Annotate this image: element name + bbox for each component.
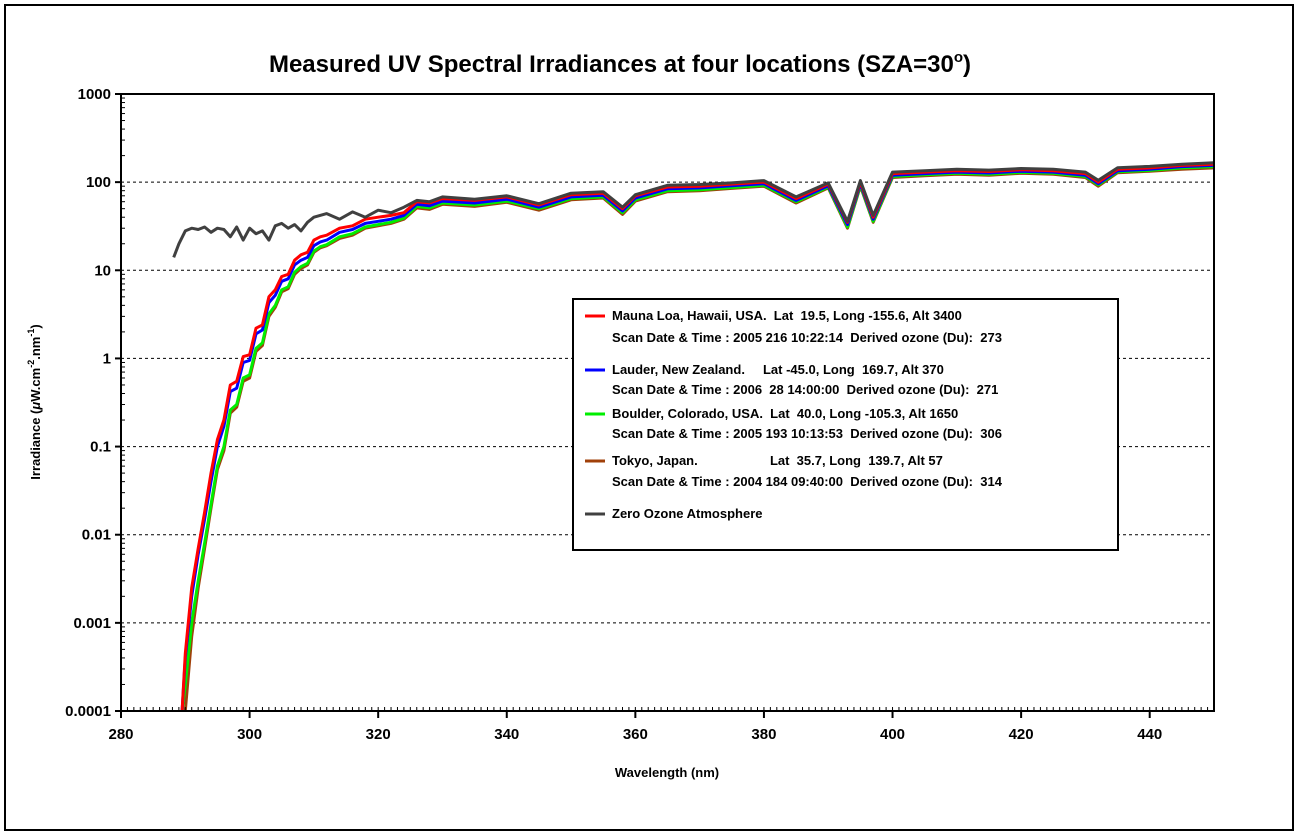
x-axis-label: Wavelength (nm) [615, 765, 719, 780]
y-tick-label: 0.01 [82, 527, 111, 544]
legend-label-zero-ozone: Zero Ozone Atmosphere [612, 506, 762, 521]
y-tick-label: 0.001 [73, 615, 111, 632]
x-tick-label: 420 [1009, 726, 1034, 743]
x-tick-label: 440 [1137, 726, 1162, 743]
legend-label-mauna-loa-line1: Mauna Loa, Hawaii, USA. Lat 19.5, Long -… [612, 308, 962, 323]
legend-label-tokyo-line1: Tokyo, Japan. Lat 35.7, Long 139.7, Alt … [612, 453, 943, 468]
y-tick-label: 0.1 [90, 439, 111, 456]
legend-box [572, 298, 1119, 551]
x-tick-label: 400 [880, 726, 905, 743]
x-tick-label: 340 [494, 726, 519, 743]
y-tick-label: 10 [94, 262, 111, 279]
x-tick-label: 320 [366, 726, 391, 743]
legend-label-mauna-loa-line2: Scan Date & Time : 2005 216 10:22:14 Der… [612, 330, 1002, 345]
legend: Mauna Loa, Hawaii, USA. Lat 19.5, Long -… [572, 298, 1119, 551]
y-tick-label: 1 [103, 350, 111, 367]
legend-label-boulder-line2: Scan Date & Time : 2005 193 10:13:53 Der… [612, 426, 1002, 441]
x-tick-label: 380 [751, 726, 776, 743]
series-line-zero-ozone-atmosphere [172, 161, 1215, 258]
y-axis-label: Irradiance (μW.cm-2.nm-1) [26, 324, 43, 479]
legend-label-lauder-line1: Lauder, New Zealand. Lat -45.0, Long 169… [612, 362, 944, 377]
y-tick-label: 0.0001 [65, 703, 111, 720]
legend-label-tokyo-line2: Scan Date & Time : 2004 184 09:40:00 Der… [612, 474, 1003, 489]
x-tick-label: 280 [108, 726, 133, 743]
legend-label-boulder-line1: Boulder, Colorado, USA. Lat 40.0, Long -… [612, 406, 958, 421]
axes: 0.0001 0.001 0.01 0.1 1 10 100 1000 280 300 320 340… [65, 86, 1209, 743]
series-group [172, 161, 1215, 712]
x-tick-label: 300 [237, 726, 262, 743]
y-tick-label: 100 [86, 174, 111, 191]
chart-title: Measured UV Spectral Irradiances at four… [269, 49, 971, 78]
legend-label-lauder-line2: Scan Date & Time : 2006 28 14:00:00 Deri… [612, 382, 998, 397]
x-tick-label: 360 [623, 726, 648, 743]
y-tick-label: 1000 [78, 86, 111, 103]
